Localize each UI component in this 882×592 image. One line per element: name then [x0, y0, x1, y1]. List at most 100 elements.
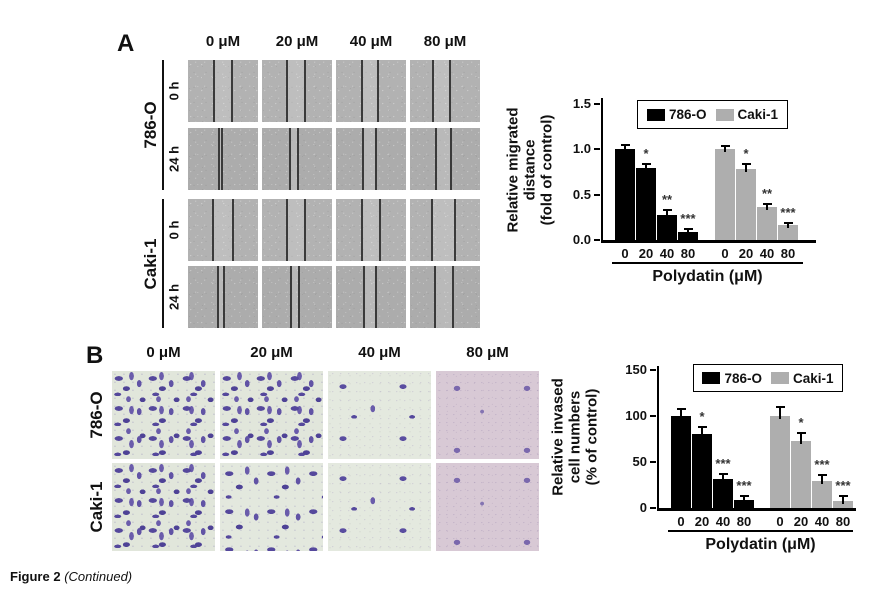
- chart-migration-error-bar: [745, 164, 747, 173]
- chart-migration-x-category-label: 80: [680, 246, 696, 261]
- chart-migration-y-axis: [600, 98, 603, 243]
- wound-gap: [290, 128, 299, 190]
- chart-invasion-significance: ***: [736, 478, 752, 494]
- chart-migration-y-tick-label: 0.5: [572, 186, 591, 202]
- chart-invasion-error-bar: [680, 408, 682, 419]
- chart-migration-x-category-label: 40: [659, 246, 675, 261]
- chart-migration-y-axis-title-line: Relative migrated: [504, 107, 522, 233]
- wound-edge-line: [289, 128, 291, 190]
- chart-invasion-error-bar: [743, 496, 745, 503]
- chart-migration-error-bar: [624, 145, 626, 152]
- chart-invasion-y-axis: [656, 366, 659, 511]
- panel-b-column-header: 40 μM: [358, 344, 401, 361]
- chart-migration-legend: 786-O Caki-1: [637, 100, 788, 129]
- chart-invasion-y-tick-label: 0: [639, 500, 647, 515]
- chart-invasion-bar-Caki-1-20: [791, 440, 811, 508]
- panel-a-time-label: 0 h: [166, 81, 182, 101]
- chart-invasion-bar-786-O-20: [692, 434, 712, 508]
- chart-invasion-error-bar-cap: [838, 495, 848, 498]
- chart-migration-legend-item: 786-O: [646, 107, 707, 122]
- panel-b-column-header: 80 μM: [466, 344, 509, 361]
- chart-migration-bar-Caki-1-20: [736, 169, 756, 240]
- chart-migration-error-bar-cap: [641, 162, 651, 165]
- chart-migration-y-tick: [594, 239, 600, 241]
- wound-edge-line: [221, 128, 224, 190]
- wound-gap: [432, 199, 455, 261]
- chart-migration-y-tick-label: 0.0: [572, 232, 591, 247]
- wound-edge-line: [449, 128, 452, 190]
- panel-b-column-header: 20 μM: [250, 344, 293, 361]
- chart-migration-bar-Caki-1-40: [757, 207, 777, 240]
- figure-caption-number: Figure 2: [10, 569, 61, 584]
- chart-invasion-y-tick: [650, 507, 656, 509]
- chart-migration-y-tick-label: 1.5: [572, 95, 591, 111]
- chart-invasion-error-bar-cap: [676, 407, 686, 410]
- chart-invasion-error-bar-cap: [718, 472, 728, 475]
- wound-image-786-O-0h-80μM: [410, 60, 480, 122]
- chart-migration-x-axis: [600, 240, 816, 243]
- chart-migration-x-group-line: [612, 262, 803, 264]
- chart-migration-significance: *: [643, 145, 649, 161]
- wound-edge-line: [377, 60, 379, 122]
- invasion-image-Caki-1-0μM: [112, 463, 215, 551]
- panel-a-cellline-label: Caki-1: [141, 237, 160, 290]
- wound-edge-line: [374, 128, 377, 190]
- chart-migration-y-tick: [594, 193, 600, 196]
- wound-edge-line: [434, 128, 437, 190]
- wound-gap: [213, 60, 233, 122]
- wound-image-786-O-0h-40μM: [336, 60, 406, 122]
- wound-edge-line: [363, 266, 365, 328]
- chart-migration-bar-786-O-80: [678, 231, 698, 240]
- wound-gap: [218, 128, 223, 190]
- wound-edge-line: [223, 266, 226, 328]
- chart-migration-x-axis-title: Polydatin (μM): [652, 268, 763, 285]
- wound-edge-line: [360, 199, 363, 261]
- wound-gap: [433, 60, 450, 122]
- panel-b-cellline-label: 786-O: [87, 391, 106, 439]
- wound-edge-line: [431, 199, 434, 261]
- chart-migration-error-bar-cap: [662, 208, 672, 211]
- chart-migration-legend-label: Caki-1: [737, 107, 779, 122]
- chart-migration-error-bar-cap: [720, 145, 730, 148]
- invasion-image-Caki-1-20μM: [220, 463, 323, 551]
- chart-migration-x-category-label: 80: [780, 246, 796, 261]
- chart-migration-bar-Caki-1-80: [778, 225, 798, 240]
- wound-edge-line: [290, 266, 293, 328]
- invasion-image-Caki-1-40μM: [328, 463, 431, 551]
- wound-edge-line: [433, 266, 436, 328]
- panel-b-label: B: [86, 342, 104, 369]
- chart-invasion-bar-Caki-1-40: [812, 481, 832, 508]
- chart-invasion-error-bar: [821, 474, 823, 485]
- chart-migration-error-bar: [766, 203, 768, 211]
- wound-image-Caki-1-24h-20μM: [262, 266, 332, 328]
- panel-a-column-header: 40 μM: [349, 33, 393, 50]
- wound-edge-line: [304, 199, 307, 261]
- chart-migration-legend-item: Caki-1: [715, 107, 779, 122]
- wound-edge-line: [212, 60, 215, 122]
- chart-invasion-bar-786-O-80: [734, 499, 754, 508]
- chart-invasion-x-category-label: 40: [715, 514, 731, 529]
- chart-migration-error-bar: [645, 163, 647, 172]
- chart-migration-y-tick: [594, 148, 600, 150]
- figure-caption: Figure 2 (Continued): [10, 569, 132, 584]
- wound-edge-line: [452, 266, 455, 328]
- chart-invasion-significance: ***: [835, 478, 851, 494]
- wound-gap: [213, 199, 233, 261]
- panel-b-cellline-label: Caki-1: [87, 481, 106, 533]
- wound-image-Caki-1-24h-0μM: [188, 266, 258, 328]
- chart-migration-legend-label: 786-O: [668, 107, 707, 122]
- chart-migration-bar-786-O-20: [636, 168, 656, 240]
- chart-invasion-x-category-label: 80: [835, 514, 851, 529]
- invasion-image-786-O-80μM: [436, 371, 539, 459]
- chart-invasion-y-tick: [650, 461, 656, 463]
- chart-invasion-significance: *: [798, 415, 804, 431]
- chart-invasion-error-bar: [800, 433, 802, 444]
- chart-migration-error-bar-cap: [762, 202, 772, 205]
- chart-migration-error-bar: [724, 146, 726, 152]
- chart-migration-bar-Caki-1-0: [715, 149, 735, 240]
- invasion-image-786-O-20μM: [220, 371, 323, 459]
- chart-invasion-y-tick: [650, 415, 656, 417]
- chart-invasion-x-category-label: 0: [677, 514, 685, 529]
- panel-a-time-label: 0 h: [166, 220, 182, 240]
- chart-invasion-significance: ***: [715, 455, 731, 471]
